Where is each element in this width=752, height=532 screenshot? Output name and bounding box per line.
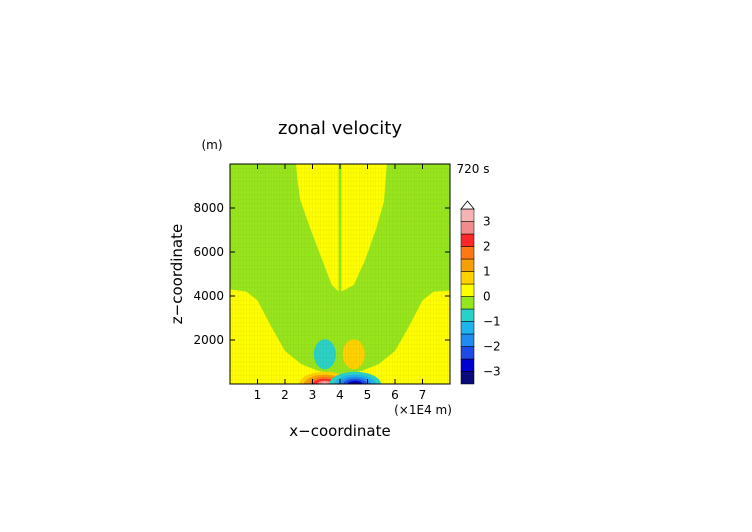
x-tick-label: 6 xyxy=(391,388,399,402)
x-tick-label: 7 xyxy=(419,388,427,402)
colorbar-swatch xyxy=(460,283,475,297)
y-axis-label: z−coordinate xyxy=(168,224,186,324)
colorbar-swatch xyxy=(460,246,475,260)
y-tick-label: 2000 xyxy=(193,333,224,347)
left-negative-lobe xyxy=(313,339,336,370)
x-tick-label: 4 xyxy=(336,388,344,402)
colorbar-swatch xyxy=(460,296,475,310)
colorbar-tick-label: 0 xyxy=(483,290,491,304)
model-grid xyxy=(230,164,450,384)
x-tick-label: 2 xyxy=(281,388,289,402)
y-tick-label: 4000 xyxy=(193,289,224,303)
surface-negative-contour-4 xyxy=(347,380,364,384)
velocity-field xyxy=(230,164,450,384)
colorbar-tick-label: −2 xyxy=(483,340,501,354)
x-unit-label: (×1E4 m) xyxy=(394,403,452,417)
colorbar-tick-label: −1 xyxy=(483,315,501,329)
colorbar-swatch xyxy=(460,346,475,360)
upper-right-zero-region xyxy=(341,164,387,292)
x-tick-label: 5 xyxy=(364,388,372,402)
y-tick-label: 6000 xyxy=(193,245,224,259)
surface-positive-contour-5 xyxy=(321,382,329,384)
colorbar-extend-arrow xyxy=(460,200,475,210)
y-tick-label: 8000 xyxy=(193,201,224,215)
colorbar: −3 −2 −1 0 1 2 3 xyxy=(460,200,501,385)
colorbar-swatch xyxy=(460,233,475,247)
colorbar-swatch xyxy=(460,221,475,235)
lower-zero-band xyxy=(230,289,450,384)
x-tick-label: 1 xyxy=(254,388,262,402)
time-label: 720 s xyxy=(457,162,490,176)
colorbar-swatch xyxy=(460,271,475,285)
colorbar-tick-label: −3 xyxy=(483,365,501,379)
colorbar-swatch xyxy=(460,358,475,372)
colorbar-swatch xyxy=(460,308,475,322)
colorbar-tick-label: 3 xyxy=(483,215,491,229)
colorbar-swatch xyxy=(460,321,475,335)
right-positive-lobe xyxy=(342,339,365,370)
y-unit-label: (m) xyxy=(201,138,222,152)
upper-left-zero-region xyxy=(296,164,339,292)
x-tick-label: 3 xyxy=(309,388,317,402)
colorbar-swatch xyxy=(460,208,475,222)
colorbar-tick-label: 2 xyxy=(483,240,491,254)
colorbar-swatch xyxy=(460,371,475,385)
surface-negative-contour-5 xyxy=(351,382,359,384)
y-axis: 2000 4000 6000 8000 xyxy=(193,201,450,347)
x-axis: 1 2 3 4 5 6 7 xyxy=(254,164,427,402)
colorbar-tick-label: 1 xyxy=(483,265,491,279)
chart-title: zonal velocity xyxy=(278,118,402,139)
colorbar-swatch xyxy=(460,333,475,347)
x-axis-label: x−coordinate xyxy=(289,422,390,440)
colorbar-swatch xyxy=(460,258,475,272)
